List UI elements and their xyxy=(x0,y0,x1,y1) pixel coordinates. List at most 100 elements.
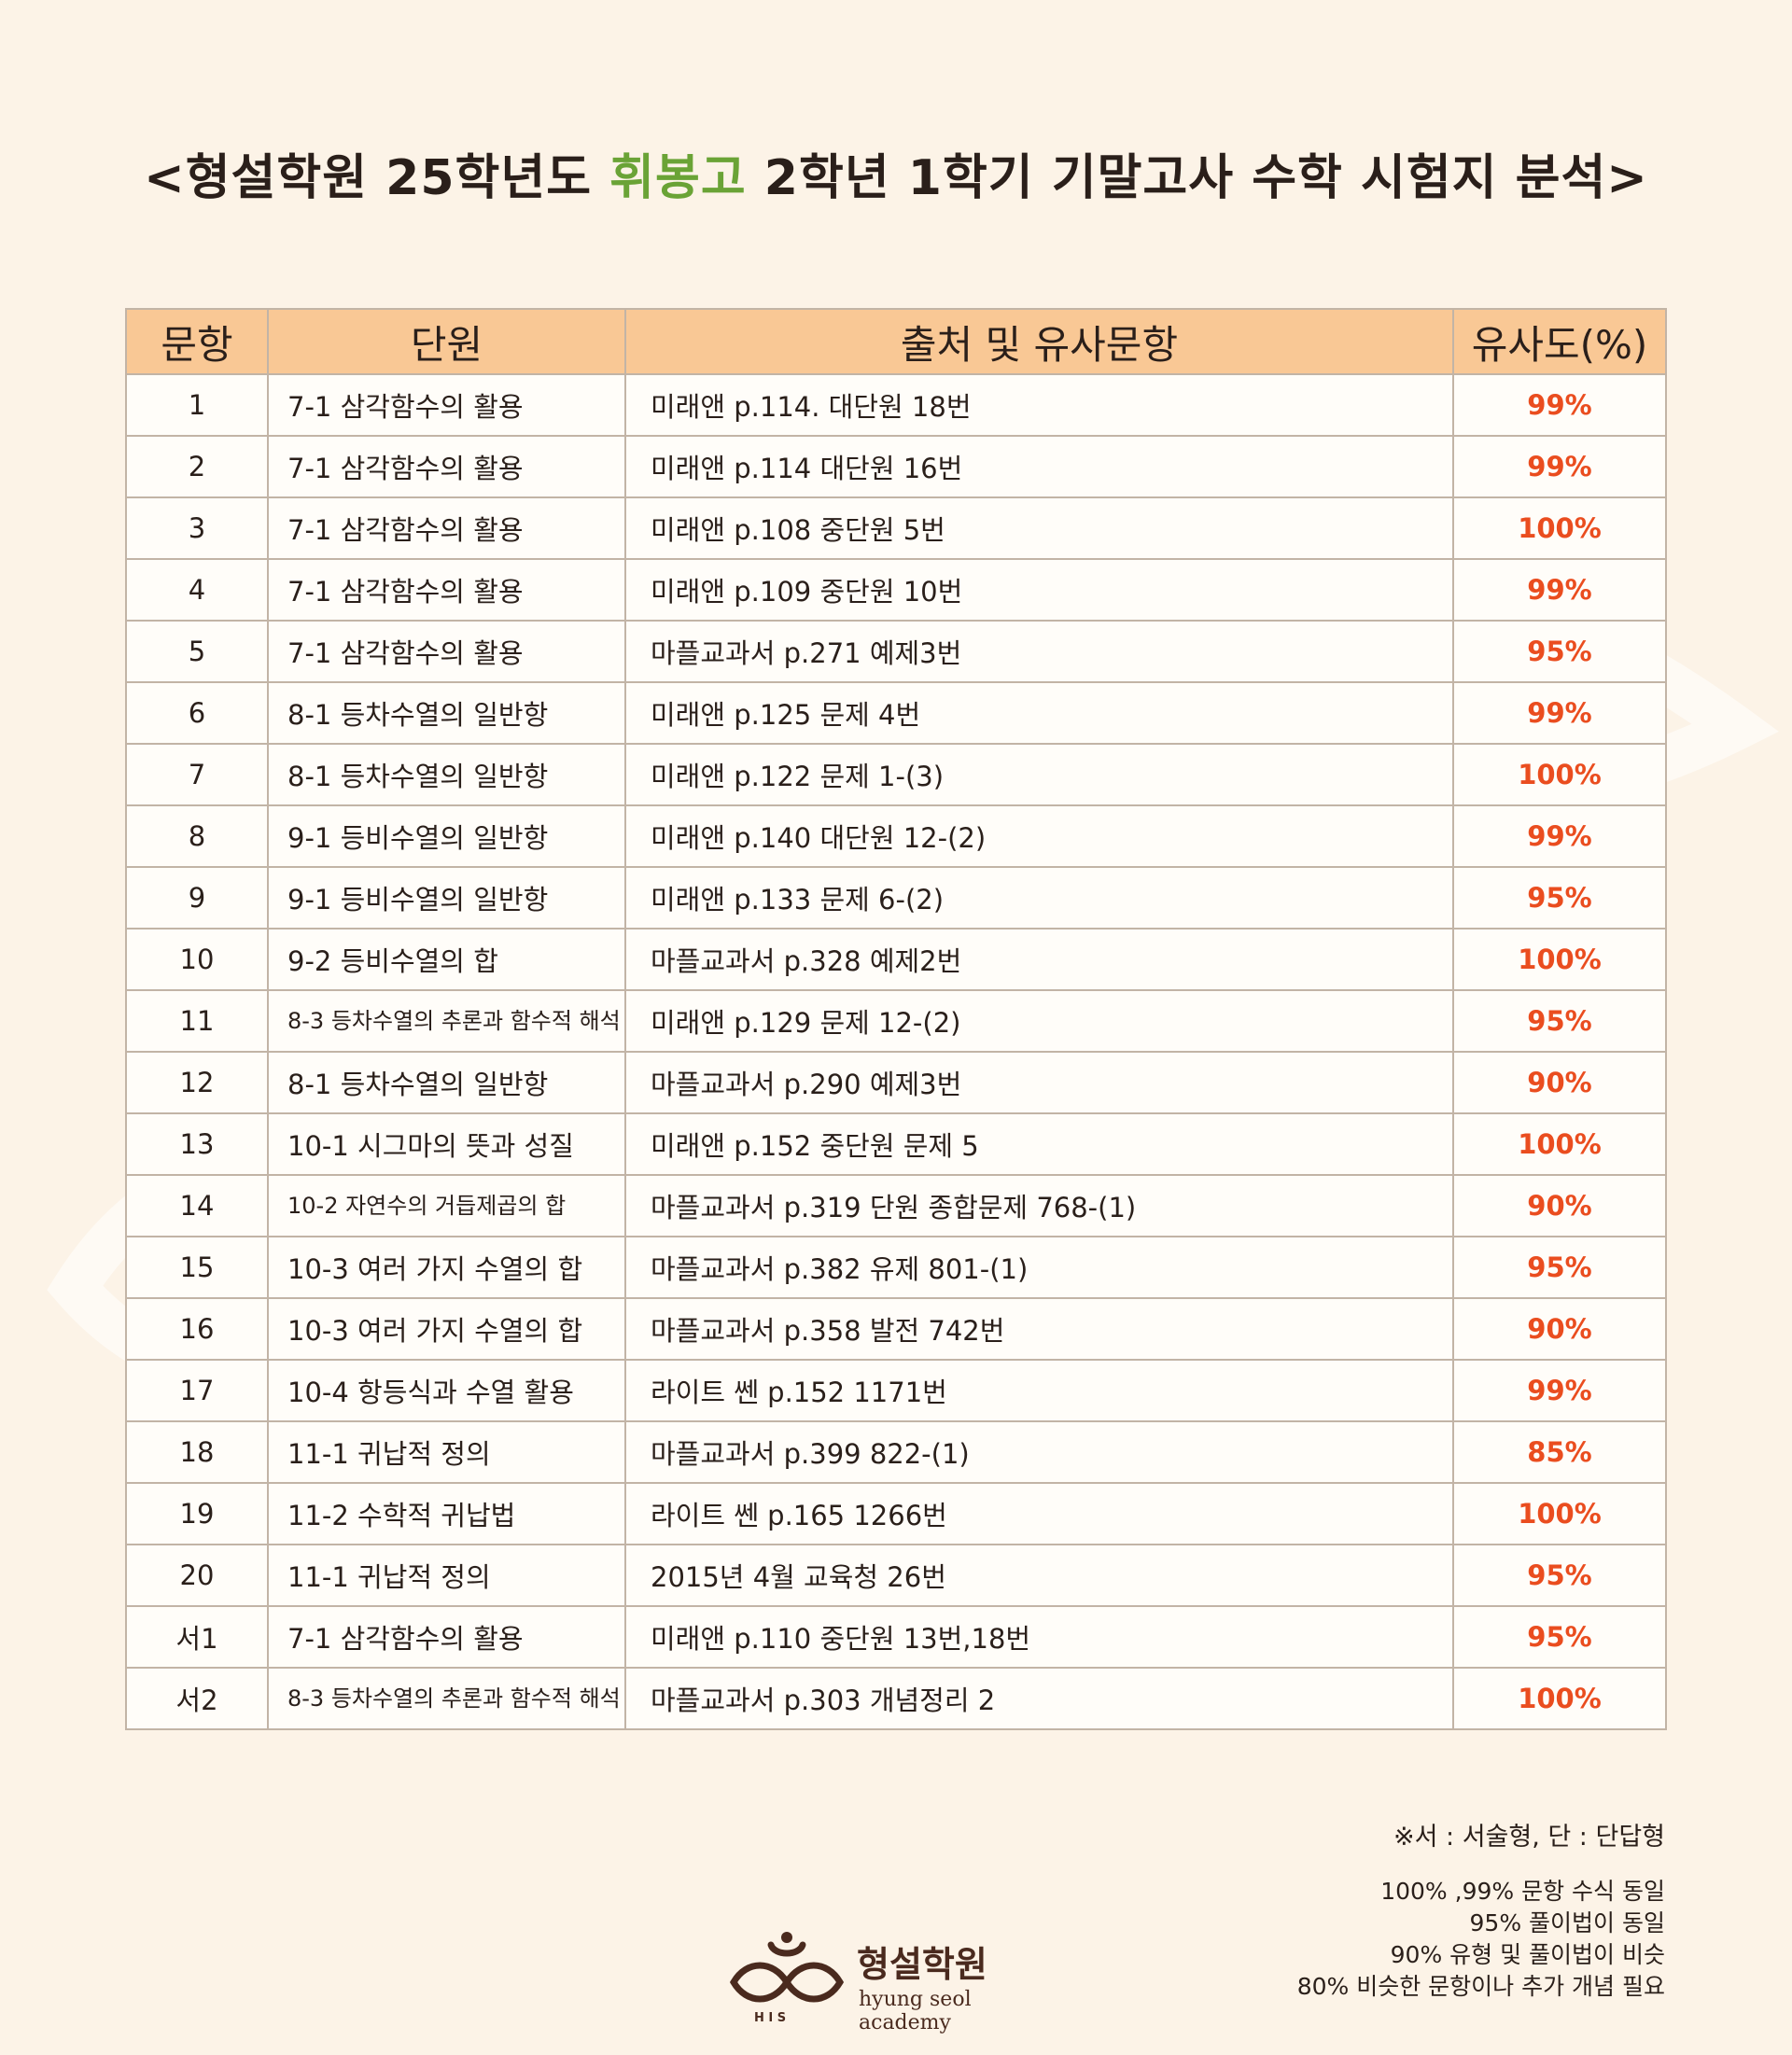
table-row: 9 9-1 등비수열의 일반항 미래앤 p.133 문제 6-(2) 95% xyxy=(125,866,1667,930)
question-no-cell: 15 xyxy=(125,1236,269,1299)
unit-cell: 8-1 등차수열의 일반항 xyxy=(267,681,626,745)
source-cell: 미래앤 p.125 문제 4번 xyxy=(624,681,1454,745)
table-row: 13 10-1 시그마의 뜻과 성질 미래앤 p.152 중단원 문제 5 100% xyxy=(125,1112,1667,1176)
table-row: 1 7-1 삼각함수의 활용 미래앤 p.114. 대단원 18번 99% xyxy=(125,373,1667,437)
question-no-cell: 2 xyxy=(125,435,269,498)
legend-note: ※서 : 서술형, 단 : 단답형 xyxy=(1393,1823,1665,1852)
table-row: 11 8-3 등차수열의 추론과 함수적 해석 미래앤 p.129 문제 12-(2… xyxy=(125,989,1667,1053)
similarity-cell: 90% xyxy=(1452,1174,1667,1237)
school-name-highlight: 휘봉고 xyxy=(609,150,747,206)
header-similarity: 유사도(%) xyxy=(1452,308,1667,375)
similarity-cell: 90% xyxy=(1452,1051,1667,1114)
question-no-cell: 4 xyxy=(125,558,269,622)
source-cell: 마플교과서 p.399 822-(1) xyxy=(624,1420,1454,1484)
question-no-cell: 19 xyxy=(125,1482,269,1545)
source-cell: 미래앤 p.129 문제 12-(2) xyxy=(624,989,1454,1053)
source-cell: 2015년 4월 교육청 26번 xyxy=(624,1544,1454,1607)
table-row: 16 10-3 여러 가지 수열의 합 마플교과서 p.358 발전 742번 90% xyxy=(125,1297,1667,1361)
legend-item: 80% 비슷한 문항이나 추가 개념 필요 xyxy=(1296,1973,1665,2000)
question-no-cell: 1 xyxy=(125,373,269,437)
question-no-cell: 18 xyxy=(125,1420,269,1484)
question-no-cell: 8 xyxy=(125,804,269,868)
unit-cell: 7-1 삼각함수의 활용 xyxy=(267,435,626,498)
table-row: 20 11-1 귀납적 정의 2015년 4월 교육청 26번 95% xyxy=(125,1544,1667,1607)
source-cell: 미래앤 p.140 대단원 12-(2) xyxy=(624,804,1454,868)
similarity-cell: 95% xyxy=(1452,1236,1667,1299)
table-row: 8 9-1 등비수열의 일반항 미래앤 p.140 대단원 12-(2) 99% xyxy=(125,804,1667,868)
similarity-cell: 95% xyxy=(1452,620,1667,683)
table-row: 15 10-3 여러 가지 수열의 합 마플교과서 p.382 유제 801-(1)… xyxy=(125,1236,1667,1299)
similarity-cell: 100% xyxy=(1452,928,1667,991)
source-cell: 미래앤 p.114. 대단원 18번 xyxy=(624,373,1454,437)
similarity-legend: 100% ,99% 문항 수식 동일 95% 풀이법이 동일 90% 유형 및 … xyxy=(1297,1876,1665,2003)
table-row: 19 11-2 수학적 귀납법 라이트 쎈 p.165 1266번 100% xyxy=(125,1482,1667,1545)
unit-cell: 7-1 삼각함수의 활용 xyxy=(267,558,626,622)
unit-cell: 7-1 삼각함수의 활용 xyxy=(267,620,626,683)
legend-item: 95% 풀이법이 동일 xyxy=(1469,1909,1665,1936)
source-cell: 미래앤 p.152 중단원 문제 5 xyxy=(624,1112,1454,1176)
similarity-cell: 85% xyxy=(1452,1420,1667,1484)
question-no-cell: 16 xyxy=(125,1297,269,1361)
unit-cell: 11-1 귀납적 정의 xyxy=(267,1420,626,1484)
question-no-cell: 13 xyxy=(125,1112,269,1176)
source-cell: 마플교과서 p.382 유제 801-(1) xyxy=(624,1236,1454,1299)
unit-cell: 11-2 수학적 귀납법 xyxy=(267,1482,626,1545)
source-cell: 미래앤 p.108 중단원 5번 xyxy=(624,496,1454,560)
academy-logo: H I S 형설학원 hyung seol academy xyxy=(726,1924,1062,2034)
similarity-cell: 95% xyxy=(1452,989,1667,1053)
similarity-cell: 99% xyxy=(1452,558,1667,622)
unit-cell: 9-1 등비수열의 일반항 xyxy=(267,804,626,868)
table-row: 서1 7-1 삼각함수의 활용 미래앤 p.110 중단원 13번,18번 95% xyxy=(125,1605,1667,1669)
unit-cell: 10-2 자연수의 거듭제곱의 합 xyxy=(267,1174,626,1237)
similarity-cell: 95% xyxy=(1452,1544,1667,1607)
table-row: 3 7-1 삼각함수의 활용 미래앤 p.108 중단원 5번 100% xyxy=(125,496,1667,560)
source-cell: 미래앤 p.110 중단원 13번,18번 xyxy=(624,1605,1454,1669)
unit-cell: 10-1 시그마의 뜻과 성질 xyxy=(267,1112,626,1176)
similarity-cell: 100% xyxy=(1452,1112,1667,1176)
similarity-cell: 100% xyxy=(1452,1482,1667,1545)
unit-cell: 10-3 여러 가지 수열의 합 xyxy=(267,1236,626,1299)
source-cell: 마플교과서 p.303 개념정리 2 xyxy=(624,1667,1454,1730)
header-source: 출처 및 유사문항 xyxy=(624,308,1454,375)
similarity-cell: 99% xyxy=(1452,1359,1667,1422)
source-cell: 미래앤 p.133 문제 6-(2) xyxy=(624,866,1454,930)
question-no-cell: 9 xyxy=(125,866,269,930)
question-no-cell: 5 xyxy=(125,620,269,683)
question-no-cell: 14 xyxy=(125,1174,269,1237)
source-cell: 마플교과서 p.358 발전 742번 xyxy=(624,1297,1454,1361)
similarity-cell: 100% xyxy=(1452,743,1667,806)
legend-item: 90% 유형 및 풀이법이 비슷 xyxy=(1390,1941,1665,1968)
source-cell: 미래앤 p.122 문제 1-(3) xyxy=(624,743,1454,806)
source-cell: 마플교과서 p.319 단원 종합문제 768-(1) xyxy=(624,1174,1454,1237)
table-row: 서2 8-3 등차수열의 추론과 함수적 해석 마플교과서 p.303 개념정리 2… xyxy=(125,1667,1667,1730)
table-row: 10 9-2 등비수열의 합 마플교과서 p.328 예제2번 100% xyxy=(125,928,1667,991)
unit-cell: 9-1 등비수열의 일반항 xyxy=(267,866,626,930)
page-title: <형설학원 25학년도 휘봉고 2학년 1학기 기말고사 수학 시험지 분석> xyxy=(144,150,1648,206)
question-no-cell: 20 xyxy=(125,1544,269,1607)
unit-cell: 8-3 등차수열의 추론과 함수적 해석 xyxy=(267,1667,626,1730)
analysis-table: 문항 단원 출처 및 유사문항 유사도(%) 1 7-1 삼각함수의 활용 미래앤 … xyxy=(125,308,1667,1730)
table-row: 18 11-1 귀납적 정의 마플교과서 p.399 822-(1) 85% xyxy=(125,1420,1667,1484)
unit-cell: 8-1 등차수열의 일반항 xyxy=(267,743,626,806)
question-no-cell: 10 xyxy=(125,928,269,991)
academy-subtitle: hyung seol academy xyxy=(859,1988,972,2034)
header-question-no: 문항 xyxy=(125,308,269,375)
similarity-cell: 100% xyxy=(1452,1667,1667,1730)
unit-cell: 7-1 삼각함수의 활용 xyxy=(267,496,626,560)
question-no-cell: 6 xyxy=(125,681,269,745)
unit-cell: 10-4 항등식과 수열 활용 xyxy=(267,1359,626,1422)
unit-cell: 7-1 삼각함수의 활용 xyxy=(267,1605,626,1669)
question-no-cell: 17 xyxy=(125,1359,269,1422)
similarity-cell: 95% xyxy=(1452,866,1667,930)
table-row: 6 8-1 등차수열의 일반항 미래앤 p.125 문제 4번 99% xyxy=(125,681,1667,745)
question-no-cell: 서2 xyxy=(125,1667,269,1730)
table-row: 17 10-4 항등식과 수열 활용 라이트 쎈 p.152 1171번 99% xyxy=(125,1359,1667,1422)
similarity-cell: 100% xyxy=(1452,496,1667,560)
unit-cell: 7-1 삼각함수의 활용 xyxy=(267,373,626,437)
table-row: 4 7-1 삼각함수의 활용 미래앤 p.109 중단원 10번 99% xyxy=(125,558,1667,622)
source-cell: 미래앤 p.109 중단원 10번 xyxy=(624,558,1454,622)
question-no-cell: 11 xyxy=(125,989,269,1053)
academy-name: 형설학원 xyxy=(857,1943,987,1985)
similarity-cell: 95% xyxy=(1452,1605,1667,1669)
table-row: 7 8-1 등차수열의 일반항 미래앤 p.122 문제 1-(3) 100% xyxy=(125,743,1667,806)
